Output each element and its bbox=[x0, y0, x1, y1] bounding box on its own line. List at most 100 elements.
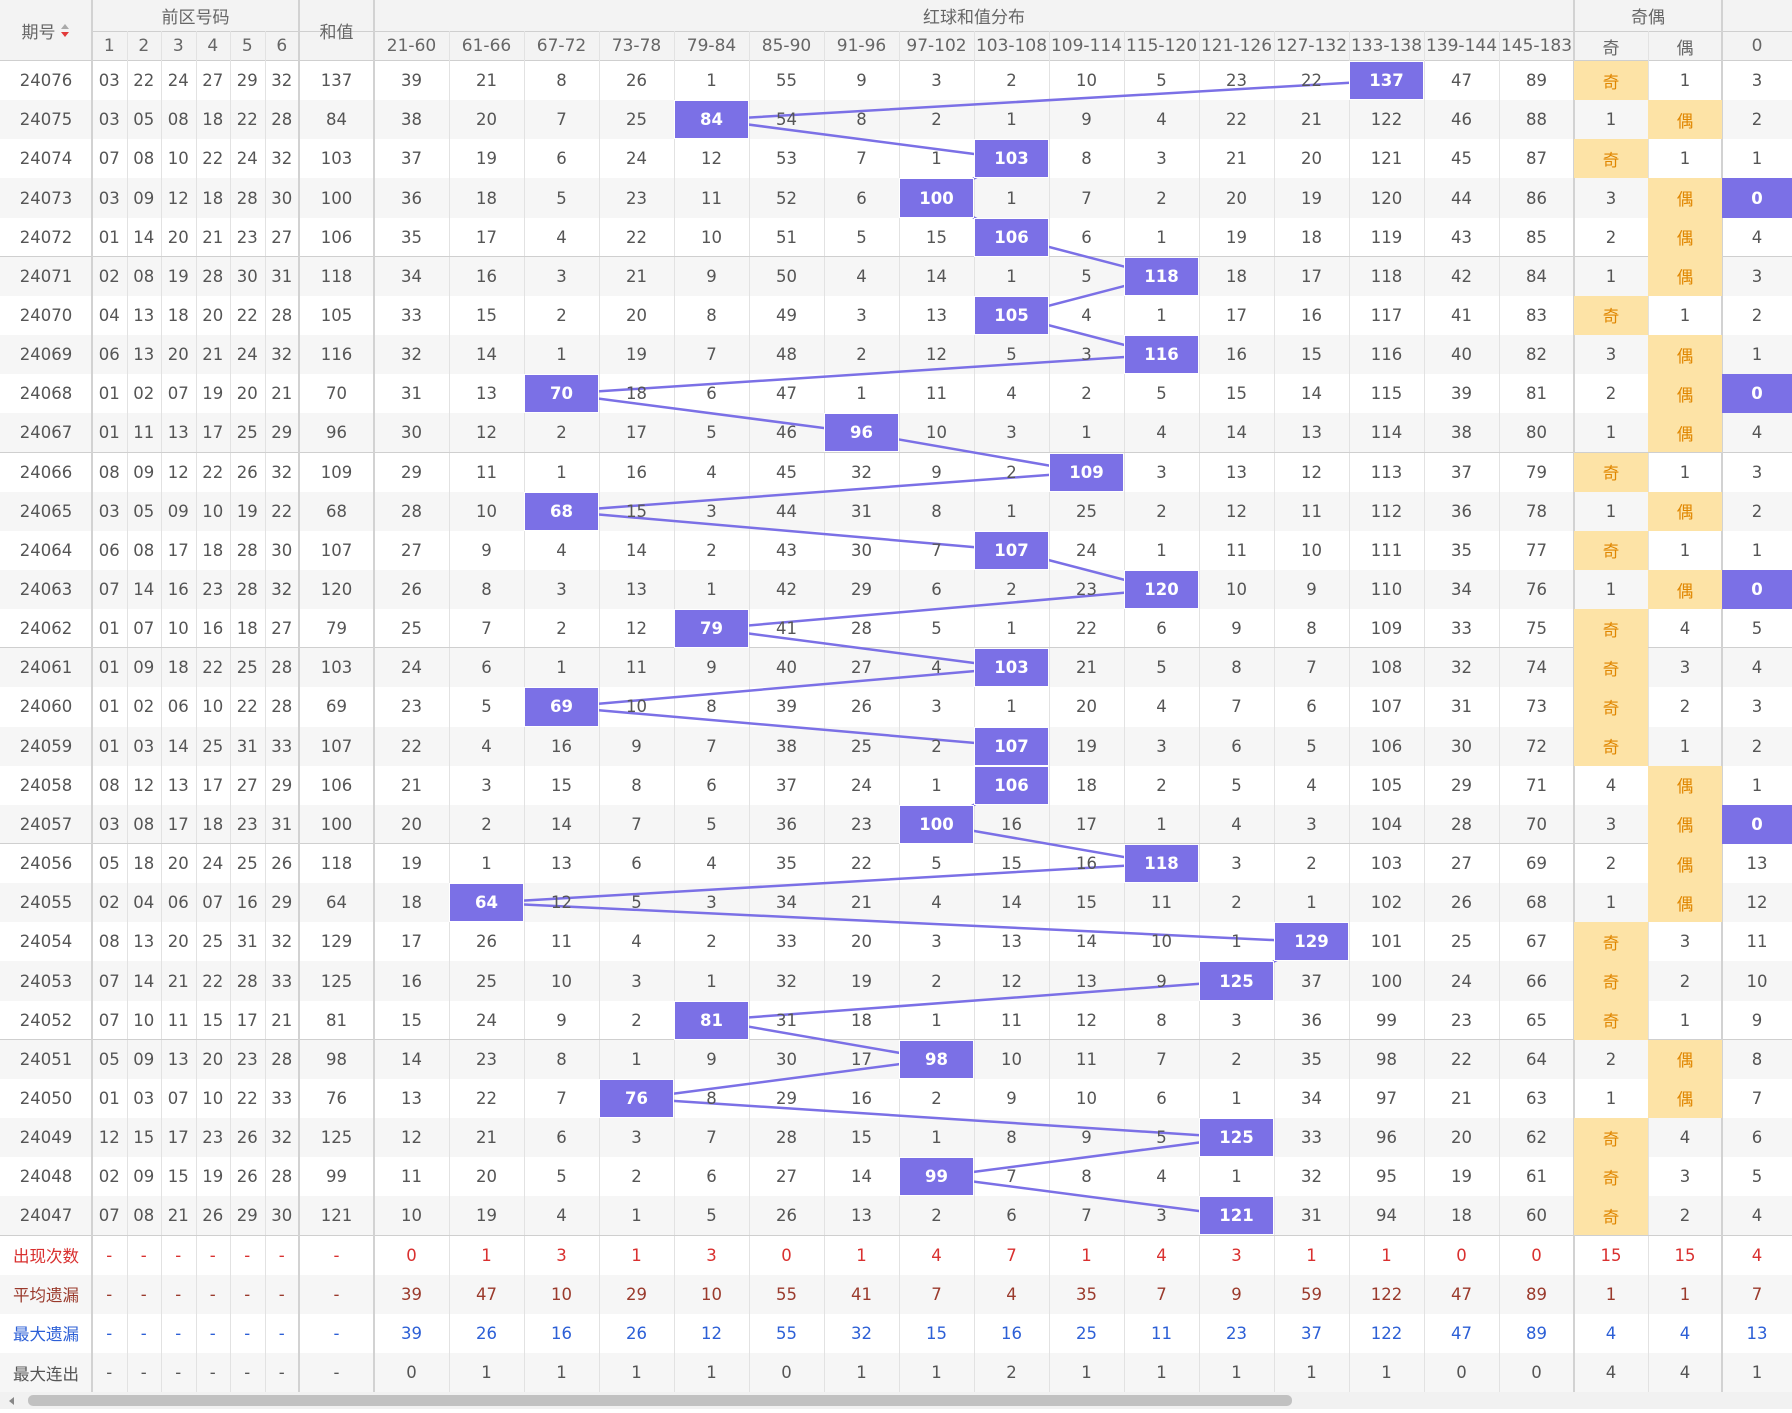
dist-miss: 28 bbox=[776, 1128, 797, 1148]
sum-value: 100 bbox=[320, 814, 353, 834]
parity-miss: 3 bbox=[1605, 345, 1617, 365]
parity-hit: 奇 bbox=[1574, 609, 1648, 649]
dist-hit: 100 bbox=[899, 178, 974, 218]
ball-number: 31 bbox=[236, 736, 258, 756]
ball-number: 07 bbox=[167, 1088, 189, 1108]
ball-number: 28 bbox=[202, 266, 224, 286]
last-miss: 2 bbox=[1751, 501, 1763, 521]
dist-miss: 32 bbox=[776, 971, 797, 991]
dist-miss: 18 bbox=[851, 1010, 872, 1030]
issue-header[interactable]: 期号 bbox=[0, 0, 92, 61]
dist-miss: 8 bbox=[1081, 149, 1092, 169]
dist-miss: 2 bbox=[931, 1206, 942, 1226]
ball-number: 03 bbox=[98, 188, 120, 208]
dist-miss: 21 bbox=[626, 266, 647, 286]
ball-number: 23 bbox=[202, 1128, 224, 1148]
ball-number: 28 bbox=[236, 188, 258, 208]
dist-miss: 105 bbox=[1370, 775, 1403, 795]
ball-number: - bbox=[106, 1284, 113, 1304]
ball-col-header: 6 bbox=[276, 36, 288, 56]
dist-miss: 61 bbox=[1526, 1167, 1547, 1187]
dist-miss: 5 bbox=[706, 814, 717, 834]
issue: 24047 bbox=[19, 1206, 73, 1226]
dist-miss: 87 bbox=[1526, 149, 1547, 169]
sum-value: 107 bbox=[320, 736, 353, 756]
dist-miss: 36 bbox=[776, 814, 797, 834]
dist-miss: 27 bbox=[851, 658, 872, 678]
dist-miss: 16 bbox=[1301, 305, 1322, 325]
dist-miss: 3 bbox=[1156, 1206, 1167, 1226]
dist-miss: 6 bbox=[1306, 697, 1317, 717]
parity-miss: 1 bbox=[1605, 1088, 1617, 1108]
ball-number: - bbox=[106, 1245, 113, 1265]
dist-miss: 10 bbox=[401, 1206, 422, 1226]
dist-miss: 15 bbox=[1076, 893, 1097, 913]
dist-miss: 8 bbox=[931, 501, 942, 521]
horizontal-scrollbar[interactable] bbox=[0, 1392, 1792, 1409]
dist-miss: 16 bbox=[626, 462, 647, 482]
stat-label: 最大遗漏 bbox=[13, 1325, 79, 1345]
dist-miss: 2 bbox=[1156, 188, 1167, 208]
parity-hit: 偶 bbox=[1648, 178, 1722, 218]
last-miss: 4 bbox=[1751, 658, 1763, 678]
ball-number: - bbox=[209, 1284, 216, 1304]
dist-miss: 23 bbox=[476, 1049, 497, 1069]
dist-miss: 22 bbox=[476, 1088, 497, 1108]
ball-number: 14 bbox=[133, 580, 155, 599]
dist-miss: 1 bbox=[1081, 423, 1092, 443]
dist-hit: 118 bbox=[1124, 256, 1199, 296]
dist-miss: 3 bbox=[1156, 462, 1167, 482]
dist-miss: 1 bbox=[931, 149, 942, 169]
dist-miss: 9 bbox=[1306, 580, 1317, 599]
column-line bbox=[1499, 31, 1500, 1392]
parity-miss: 3 bbox=[1605, 814, 1617, 834]
dist-miss: 15 bbox=[1001, 854, 1022, 874]
dist-miss: 22 bbox=[1226, 110, 1247, 130]
dist-miss: 7 bbox=[1006, 1167, 1017, 1187]
dist-miss: 38 bbox=[776, 736, 797, 756]
sum-value: - bbox=[333, 1323, 340, 1343]
last-miss: 9 bbox=[1751, 1010, 1763, 1030]
dist-hit: 137 bbox=[1349, 61, 1424, 101]
dist-miss: 21 bbox=[1226, 149, 1247, 169]
dist-miss: 80 bbox=[1526, 423, 1547, 443]
ball-number: 20 bbox=[167, 854, 189, 874]
dist-miss: 25 bbox=[476, 971, 497, 991]
ball-number: 06 bbox=[167, 697, 189, 717]
last-miss: 3 bbox=[1751, 697, 1763, 717]
range-header: 21-60 bbox=[386, 36, 437, 56]
range-header: 79-84 bbox=[686, 36, 737, 56]
ball-number: 17 bbox=[202, 423, 224, 443]
ball-number: - bbox=[209, 1323, 216, 1343]
dist-miss: 1 bbox=[1231, 1363, 1242, 1382]
dist-miss: 2 bbox=[481, 814, 492, 834]
parity-miss: 2 bbox=[1679, 971, 1691, 991]
header-bottom bbox=[0, 60, 1792, 61]
ball-number: 20 bbox=[167, 345, 189, 365]
dist-miss: 0 bbox=[1456, 1245, 1467, 1265]
ball-number: 21 bbox=[167, 971, 189, 991]
sort-icon[interactable] bbox=[59, 22, 71, 40]
dist-miss: 12 bbox=[1001, 971, 1022, 991]
dist-miss: 41 bbox=[776, 619, 797, 639]
dist-miss: 26 bbox=[1451, 893, 1472, 913]
dist-miss: 30 bbox=[776, 1049, 797, 1069]
ball-number: 01 bbox=[98, 423, 120, 443]
dist-miss: 2 bbox=[1156, 775, 1167, 795]
ball-number: - bbox=[209, 1245, 216, 1265]
ball-number: 17 bbox=[202, 775, 224, 795]
ball-number: 31 bbox=[271, 266, 293, 286]
ball-number: 13 bbox=[133, 345, 155, 365]
dist-miss: 4 bbox=[1156, 110, 1167, 130]
dist-miss: 8 bbox=[706, 1088, 717, 1108]
dist-miss: 107 bbox=[1370, 697, 1403, 717]
ball-number: 05 bbox=[98, 1049, 120, 1069]
ball-number: 20 bbox=[167, 227, 189, 247]
column-line bbox=[264, 31, 266, 1392]
dist-miss: 79 bbox=[1526, 462, 1547, 482]
dist-miss: 6 bbox=[1006, 1206, 1017, 1226]
header-line bbox=[92, 31, 1792, 32]
issue: 24076 bbox=[19, 71, 73, 91]
parity-miss: 2 bbox=[1605, 854, 1617, 874]
dist-miss: 20 bbox=[1076, 697, 1097, 717]
